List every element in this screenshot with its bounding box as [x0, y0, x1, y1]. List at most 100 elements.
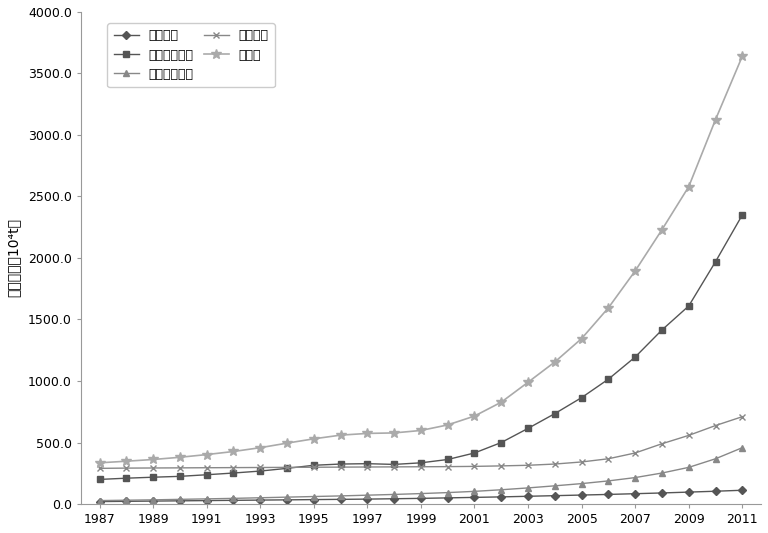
总碳排 [283, 440, 292, 446]
工业能源碳排 [470, 450, 479, 456]
交通碳排 [310, 464, 319, 471]
人类呼吸 [657, 490, 667, 496]
交通碳排 [684, 432, 694, 439]
工业能源碳排 [711, 259, 720, 265]
交通碳排 [738, 414, 747, 420]
总碳排 [550, 359, 559, 365]
总碳排 [577, 335, 586, 342]
工业能源碳排 [416, 459, 425, 466]
生活能源碳排 [389, 491, 399, 498]
交通碳排 [577, 459, 586, 465]
生活能源碳排 [148, 497, 157, 503]
人类呼吸 [362, 496, 372, 502]
人类呼吸 [256, 497, 265, 503]
人类呼吸 [631, 490, 640, 497]
交通碳排 [202, 465, 211, 471]
总碳排 [362, 430, 372, 437]
总碳排 [711, 116, 720, 123]
总碳排 [148, 456, 157, 463]
工业能源碳排 [604, 376, 613, 382]
交通碳排 [283, 464, 292, 471]
总碳排 [121, 458, 131, 464]
生活能源碳排 [497, 487, 506, 493]
工业能源碳排 [202, 472, 211, 478]
Legend: 人类呼吸, 工业能源碳排, 生活能源碳排, 交通碳排, 总碳排: 人类呼吸, 工业能源碳排, 生活能源碳排, 交通碳排, 总碳排 [108, 23, 275, 87]
人类呼吸 [148, 498, 157, 504]
生活能源碳排 [95, 497, 104, 504]
交通碳排 [148, 465, 157, 471]
工业能源碳排 [550, 410, 559, 417]
人类呼吸 [95, 498, 104, 505]
总碳排 [470, 413, 479, 419]
交通碳排 [631, 450, 640, 456]
交通碳排 [657, 441, 667, 447]
工业能源碳排 [121, 475, 131, 481]
工业能源碳排 [684, 303, 694, 309]
交通碳排 [389, 464, 399, 470]
工业能源碳排 [657, 327, 667, 333]
Line: 交通碳排: 交通碳排 [96, 413, 746, 472]
Line: 人类呼吸: 人类呼吸 [97, 488, 745, 504]
工业能源碳排 [524, 425, 533, 432]
总碳排 [443, 422, 452, 428]
生活能源碳排 [470, 488, 479, 495]
人类呼吸 [684, 489, 694, 495]
交通碳排 [443, 463, 452, 470]
交通碳排 [524, 462, 533, 469]
工业能源碳排 [256, 468, 265, 474]
工业能源碳排 [577, 394, 586, 401]
生活能源碳排 [256, 495, 265, 501]
工业能源碳排 [497, 439, 506, 446]
人类呼吸 [497, 494, 506, 500]
工业能源碳排 [389, 461, 399, 467]
交通碳排 [711, 422, 720, 429]
生活能源碳排 [202, 496, 211, 502]
总碳排 [310, 435, 319, 442]
交通碳排 [550, 461, 559, 467]
生活能源碳排 [443, 489, 452, 496]
人类呼吸 [550, 492, 559, 499]
交通碳排 [416, 464, 425, 470]
总碳排 [738, 53, 747, 60]
生活能源碳排 [336, 492, 345, 499]
交通碳排 [604, 456, 613, 462]
总碳排 [175, 454, 184, 461]
交通碳排 [362, 464, 372, 470]
工业能源碳排 [148, 474, 157, 480]
总碳排 [631, 268, 640, 274]
生活能源碳排 [283, 494, 292, 500]
工业能源碳排 [229, 470, 238, 476]
交通碳排 [470, 463, 479, 470]
交通碳排 [121, 465, 131, 471]
生活能源碳排 [738, 445, 747, 451]
人类呼吸 [336, 496, 345, 503]
人类呼吸 [416, 495, 425, 502]
生活能源碳排 [550, 482, 559, 489]
人类呼吸 [202, 497, 211, 504]
Line: 工业能源碳排: 工业能源碳排 [96, 212, 746, 483]
Y-axis label: 碳排放量（10⁴t）: 碳排放量（10⁴t） [7, 219, 21, 297]
生活能源碳排 [604, 478, 613, 484]
交通碳排 [497, 463, 506, 469]
总碳排 [389, 430, 399, 436]
工业能源碳排 [336, 461, 345, 467]
人类呼吸 [310, 496, 319, 503]
人类呼吸 [470, 494, 479, 500]
生活能源碳排 [175, 496, 184, 503]
总碳排 [229, 448, 238, 455]
生活能源碳排 [711, 456, 720, 462]
人类呼吸 [175, 498, 184, 504]
人类呼吸 [389, 496, 399, 502]
工业能源碳排 [443, 456, 452, 463]
交通碳排 [336, 464, 345, 470]
总碳排 [524, 379, 533, 385]
交通碳排 [95, 465, 104, 472]
工业能源碳排 [362, 461, 372, 467]
总碳排 [497, 399, 506, 406]
生活能源碳排 [524, 484, 533, 491]
生活能源碳排 [577, 480, 586, 487]
总碳排 [604, 305, 613, 311]
总碳排 [256, 445, 265, 451]
工业能源碳排 [95, 476, 104, 482]
人类呼吸 [283, 497, 292, 503]
